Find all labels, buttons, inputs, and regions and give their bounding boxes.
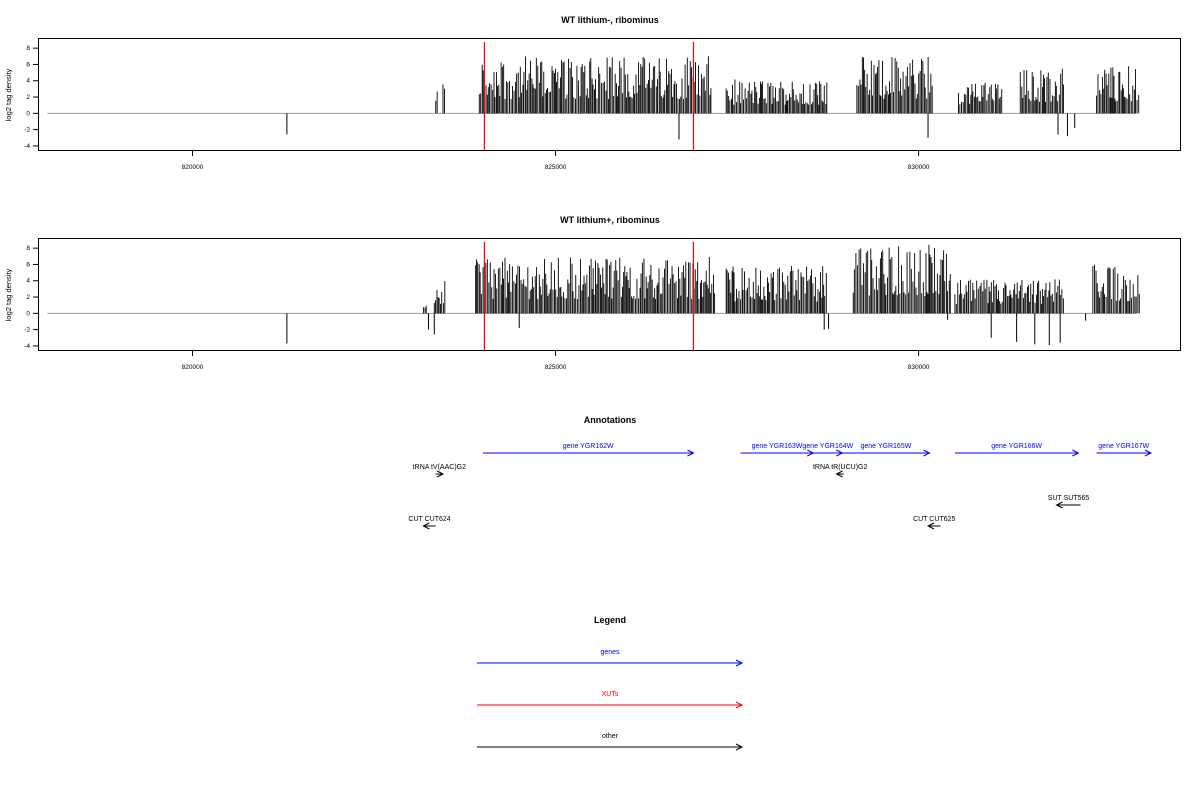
legend-item: genes — [477, 649, 744, 667]
annotation-feature: gene YGR163W — [740, 443, 815, 457]
y-tick-label: -2 — [24, 127, 30, 134]
arrow-head-icon — [735, 743, 744, 751]
y-axis-label: log2 tag density — [4, 268, 13, 321]
y-tick-label: -4 — [24, 343, 30, 350]
feature-label: gene YGR167W — [1098, 443, 1149, 450]
y-tick-label: 0 — [26, 310, 30, 317]
y-tick-label: 2 — [26, 94, 30, 101]
legend-item: other — [477, 733, 744, 751]
y-tick-label: -2 — [24, 327, 30, 334]
density-segment — [1092, 264, 1140, 314]
annotation-feature: gene YGR162W — [482, 443, 695, 457]
legend-item-label: XUTs — [602, 691, 619, 698]
feature-label: CUT CUT625 — [913, 516, 955, 523]
feature-label: gene YGR164W — [802, 443, 853, 450]
legend-item-label: genes — [600, 649, 620, 656]
feature-label: SUT SUT565 — [1048, 495, 1090, 502]
y-tick-label: 6 — [26, 61, 30, 68]
annotation-feature: gene YGR166W — [954, 443, 1080, 457]
density-segment — [442, 84, 445, 114]
annotation-feature: gene YGR164W — [802, 443, 854, 457]
strand-arrow-icon — [422, 522, 430, 530]
legend-title: Legend — [594, 615, 626, 625]
density-segment — [958, 82, 1003, 114]
panel-title: WT lithium-, ribominus — [561, 15, 659, 25]
y-tick-label: 6 — [26, 261, 30, 268]
density-panel-lithium-plus: WT lithium+, ribominus log2 tag density … — [4, 215, 1181, 371]
feature-label: gene YGR166W — [991, 443, 1042, 450]
plot-frame — [38, 38, 1181, 151]
strand-arrow-icon — [835, 470, 843, 478]
y-tick-label: -4 — [24, 143, 30, 150]
y-tick-label: 8 — [26, 45, 30, 52]
annotation-feature: tRNA tV(AAC)G2 — [413, 464, 466, 478]
y-tick-label: 4 — [26, 278, 30, 285]
feature-label: gene YGR162W — [563, 443, 614, 450]
strand-arrow-icon — [1144, 449, 1153, 457]
density-segment — [954, 279, 1064, 314]
density-segment — [433, 281, 446, 314]
strand-arrow-icon — [923, 449, 931, 457]
strand-arrow-icon — [807, 449, 815, 457]
annotation-feature: gene YGR167W — [1096, 443, 1153, 457]
x-tick-label: 820000 — [182, 164, 204, 171]
x-tick-label: 825000 — [545, 164, 567, 171]
strand-arrow-icon — [926, 522, 935, 530]
plot-frame — [38, 238, 1181, 351]
strand-arrow-icon — [436, 470, 445, 478]
legend-item-label: other — [602, 733, 619, 740]
y-tick-label: 8 — [26, 245, 30, 252]
annotation-feature: CUT CUT625 — [913, 516, 955, 530]
density-segment — [478, 56, 712, 114]
strand-arrow-icon — [1072, 449, 1080, 457]
x-tick-label: 825000 — [545, 364, 567, 371]
x-tick-label: 820000 — [182, 364, 204, 371]
y-tick-label: 0 — [26, 110, 30, 117]
x-tick-label: 830000 — [908, 164, 930, 171]
legend: Legend genes XUTs other — [477, 615, 744, 751]
strand-arrow-icon — [687, 449, 695, 457]
feature-label: tRNA tR(UCU)G2 — [813, 464, 868, 471]
annotation-feature: gene YGR165W — [842, 443, 931, 457]
annotation-feature: SUT SUT565 — [1048, 495, 1090, 509]
density-segment — [422, 305, 427, 314]
density-segment — [1096, 66, 1140, 114]
legend-item: XUTs — [477, 691, 744, 709]
annotation-feature: tRNA tR(UCU)G2 — [813, 464, 868, 478]
annotations-title: Annotations — [584, 415, 637, 425]
density-segment — [1019, 68, 1064, 114]
y-axis-label: log2 tag density — [4, 68, 13, 121]
arrow-head-icon — [735, 659, 744, 667]
density-segment — [475, 256, 716, 314]
feature-label: CUT CUT624 — [408, 516, 450, 523]
density-panel-lithium-minus: WT lithium-, ribominus log2 tag density … — [4, 15, 1181, 171]
panel-title: WT lithium+, ribominus — [560, 215, 660, 225]
feature-label: gene YGR163W — [752, 443, 803, 450]
annotation-feature: CUT CUT624 — [408, 516, 451, 530]
strand-arrow-icon — [1055, 501, 1063, 509]
density-segment — [725, 79, 828, 114]
density-segment — [435, 91, 438, 114]
density-segment — [852, 244, 951, 314]
y-tick-label: 4 — [26, 78, 30, 85]
density-segment — [856, 57, 933, 114]
arrow-head-icon — [735, 701, 744, 709]
feature-label: tRNA tV(AAC)G2 — [413, 464, 466, 471]
annotations-track: Annotations gene YGR162W gene YGR163W gene… — [408, 415, 1153, 530]
x-tick-label: 830000 — [908, 364, 930, 371]
y-tick-label: 2 — [26, 294, 30, 301]
feature-label: gene YGR165W — [860, 443, 911, 450]
density-segment — [725, 266, 827, 314]
